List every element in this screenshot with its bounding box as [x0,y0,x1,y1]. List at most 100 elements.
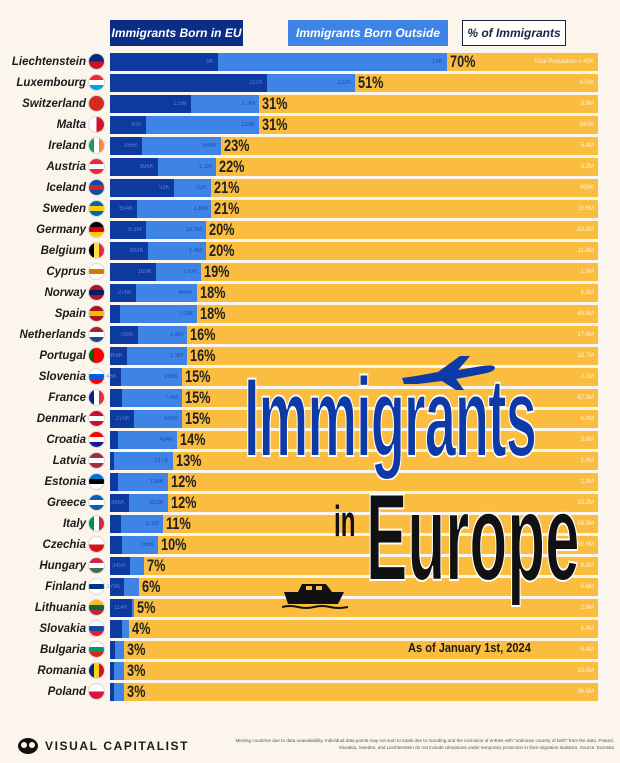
country-label: Malta [56,119,86,131]
table-row: Belgium 903K 1.4M 20% 11.8M [0,241,620,260]
population-label: 36.6M [577,689,594,695]
flag-icon-latvia [88,452,105,469]
outside-eu-born-value: 1.1M [198,164,212,170]
population-label: 9.6M [580,563,594,569]
percent-label: 5% [137,598,156,617]
outside-eu-born-bar [145,116,260,134]
percent-label: 19% [204,262,230,281]
eu-born-value: 179K [106,584,121,590]
population-label: 10.9M [577,542,594,548]
total-population-bar [110,410,598,428]
table-row: Liechtenstein 9K 19K 70% Total Population » … [0,52,620,71]
percent-label: 3% [127,682,146,701]
population-label: 1.9M [580,458,594,464]
flag-icon-italy [88,515,105,532]
outside-eu-born-value: 31K [196,185,207,191]
population-label: 1.0M [580,269,594,275]
eu-born-bar [110,347,127,365]
total-population-bar [110,347,598,365]
flag-icon-luxembourg [88,74,105,91]
table-row: Netherlands 788K 1.4M 16% 17.9M [0,325,620,344]
percent-label: 16% [189,325,216,344]
eu-born-bar [110,137,143,155]
country-label: Spain [54,308,86,320]
country-label: France [48,392,86,404]
eu-born-bar [110,389,123,407]
table-row: Finland 179K 6% 5.6M [0,577,620,596]
population-label: 11.8M [577,248,594,254]
flag-icon-belgium [88,242,105,259]
as-of-date: As of January 1st, 2024 [408,640,531,655]
eu-born-bar [110,221,146,239]
total-population-bar [110,494,598,512]
percent-label: 18% [199,283,226,302]
outside-eu-born-bar [190,95,260,113]
total-population-bar [110,620,598,638]
flag-icon-norway [88,284,105,301]
flag-icon-slovakia [88,620,105,637]
table-row: Luxembourg 221K 122K 51% 672K [0,73,620,92]
population-label: 2.9M [580,605,594,611]
eu-born-bar [110,620,122,638]
country-label: Croatia [46,434,86,446]
eu-born-value: 788K [119,332,134,338]
legend-percent: % of Immigrants [462,20,566,46]
population-label: 83.8M [577,227,594,233]
country-label: Hungary [39,560,86,572]
eu-born-bar [110,410,134,428]
outside-eu-born-bar [130,557,144,575]
country-label: Romania [37,665,86,677]
table-row: Hungary 345K 7% 9.6M [0,556,620,575]
country-label: Italy [62,518,86,530]
eu-born-bar [110,263,156,281]
percent-label: 15% [185,409,211,428]
population-label: Total Population » 40K [533,59,594,65]
eu-born-value: 903K [129,248,144,254]
percent-label: 12% [170,493,197,512]
country-label: Denmark [36,413,86,425]
outside-eu-born-value: 1.3M [241,101,256,107]
flag-icon-iceland [88,179,105,196]
percent-label: 3% [127,661,146,680]
eu-born-value: 6.3M [128,227,142,233]
eu-born-bar [110,116,146,134]
table-row: Sweden 604K 1.6M 21% 10.6M [0,199,620,218]
eu-born-bar [110,494,130,512]
eu-born-bar [110,683,115,701]
outside-eu-born-value: 7.4M [164,395,179,401]
flag-icon-bulgaria [88,641,105,658]
percent-label: 10% [161,535,187,554]
population-label: 8.9M [580,101,594,107]
outside-eu-born-bar [126,347,187,365]
outside-eu-born-bar [124,578,139,596]
outside-eu-born-bar [135,284,197,302]
total-population-bar [110,515,598,533]
percent-label: 20% [209,241,235,260]
population-label: 400K [579,185,594,191]
outside-eu-born-bar [145,221,207,239]
population-label: 2.1M [580,374,594,380]
population-label: 6.4M [580,647,594,653]
eu-born-value: 46K [106,374,117,380]
eu-born-value: 169K [137,269,152,275]
percent-label: 22% [218,157,245,176]
percent-label: 13% [175,451,202,470]
total-population-bar [110,326,598,344]
population-label: 10.6M [577,206,594,212]
percent-label: 15% [185,367,211,386]
table-row: Spain 7.2M 18% 48.6M [0,304,620,323]
outside-eu-born-bar [122,536,159,554]
total-population-bar [110,452,598,470]
outside-eu-born-value: 259K [164,374,179,380]
outside-eu-born-value: 494K [159,437,174,443]
population-label: 17.9M [577,332,594,338]
outside-eu-born-bar [118,431,178,449]
population-label: 10.2M [577,500,594,506]
legend-eu: Immigrants Born in EU [110,20,243,46]
flag-icon-czechia [88,536,105,553]
total-population-bar [110,683,598,701]
eu-born-value: 368K [108,353,123,359]
boat-icon [282,584,348,609]
country-label: Lithuania [34,602,86,614]
flag-icon-hungary [88,557,105,574]
